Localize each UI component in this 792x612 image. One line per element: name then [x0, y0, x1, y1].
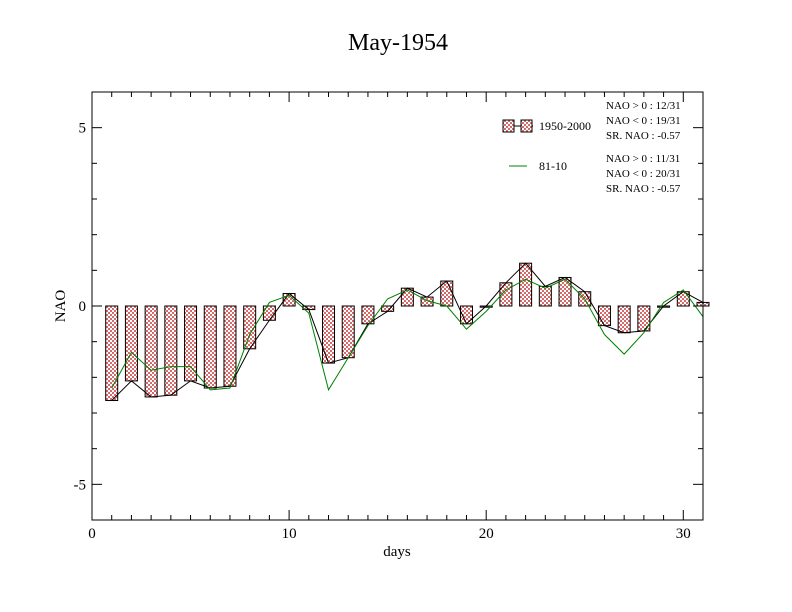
- stats-block-81-10: NAO > 0 : 11/31 NAO < 0 : 20/31 SR. NAO …: [606, 153, 681, 195]
- legend-item-81-10: 81-10: [509, 159, 567, 173]
- legend-swatch-1950-2000-right: [520, 119, 533, 133]
- x-tick-label-10: 10: [282, 526, 297, 542]
- stat-nao-negative-1950-2000: NAO < 0 : 19/31: [606, 115, 681, 127]
- bar-day-23: [538, 285, 552, 307]
- bar-day-27: [617, 305, 631, 334]
- bar-day-26: [597, 305, 611, 327]
- y-tick-label-5: 5: [79, 121, 87, 137]
- bar-day-9: [262, 305, 276, 321]
- bar-day-24: [558, 276, 572, 307]
- bar-day-28: [637, 305, 651, 332]
- stat-nao-negative-81-10: NAO < 0 : 20/31: [606, 168, 681, 180]
- y-tick-label--5: -5: [74, 477, 87, 493]
- stat-sr-nao-81-10: SR. NAO : -0.57: [606, 183, 681, 195]
- stats-block-1950-2000: NAO > 0 : 12/31 NAO < 0 : 19/31 SR. NAO …: [606, 100, 681, 142]
- y-axis-label: NAO: [53, 290, 69, 323]
- line-1950-2000: [111, 262, 704, 401]
- legend-swatch-1950-2000-left: [502, 119, 515, 133]
- bar-day-5: [184, 305, 198, 382]
- legend-label-81-10: 81-10: [539, 159, 567, 173]
- bar-day-3: [144, 305, 158, 398]
- bar-day-12: [322, 305, 336, 364]
- x-axis-label: days: [383, 544, 411, 560]
- bar-day-16: [400, 287, 414, 307]
- stat-nao-positive-81-10: NAO > 0 : 11/31: [606, 153, 680, 165]
- stat-nao-positive-1950-2000: NAO > 0 : 12/31: [606, 100, 681, 112]
- y-tick-label-0: 0: [79, 299, 87, 315]
- bar-day-1: [105, 305, 119, 402]
- bar-day-2: [124, 305, 138, 382]
- legend: 1950-2000 81-10: [502, 119, 591, 173]
- bar-day-7: [223, 305, 237, 387]
- bar-day-22: [519, 262, 533, 307]
- bar-series: [105, 262, 710, 402]
- legend-item-1950-2000: 1950-2000: [502, 119, 591, 133]
- axis-ticks: 0 10 20 30 -5 0 5: [74, 92, 704, 542]
- line-series: [111, 262, 704, 401]
- bar-day-4: [164, 305, 178, 396]
- legend-label-1950-2000: 1950-2000: [539, 119, 591, 133]
- line-81-10: [111, 278, 704, 392]
- stat-sr-nao-1950-2000: SR. NAO : -0.57: [606, 130, 681, 142]
- x-tick-label-30: 30: [676, 526, 691, 542]
- x-tick-label-0: 0: [88, 526, 96, 542]
- x-tick-label-20: 20: [479, 526, 494, 542]
- chart-title: May-1954: [348, 30, 448, 56]
- bar-day-6: [203, 305, 217, 389]
